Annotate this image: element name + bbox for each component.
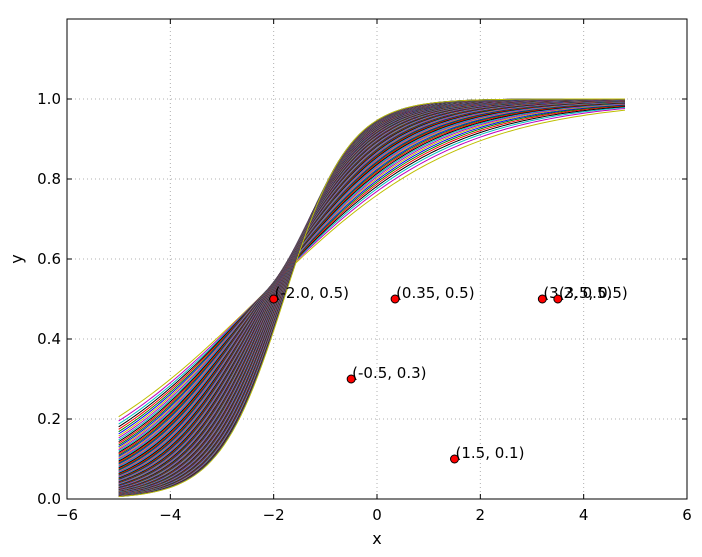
x-tick-label: −4 xyxy=(159,506,181,524)
data-point xyxy=(390,294,400,304)
x-tick-label: −6 xyxy=(56,506,78,524)
data-point xyxy=(269,294,279,304)
point-annotation: (1.5, 0.1) xyxy=(456,444,525,462)
curve-line xyxy=(118,102,626,441)
curve-line xyxy=(118,103,626,439)
data-point xyxy=(553,294,563,304)
axis-ticks: −6 −4 −2 0 2 4 6 0.0 0.2 0.4 0.6 0.8 1.0 xyxy=(37,19,692,524)
curve-line xyxy=(118,103,626,437)
point-annotation: (0.35, 0.5) xyxy=(396,284,475,302)
curve-line xyxy=(118,107,626,422)
point-annotation: (3.5, 0.5) xyxy=(559,284,628,302)
y-tick-label: 0.0 xyxy=(37,490,61,508)
curve-line xyxy=(118,105,626,430)
x-tick-label: 4 xyxy=(579,506,589,524)
y-tick-label: 0.2 xyxy=(37,410,61,428)
y-tick-label: 0.8 xyxy=(37,170,61,188)
data-point xyxy=(346,374,356,384)
data-points: (-2.0, 0.5) (0.35, 0.5) (3.2, 0.5)(3.5, 0.… xyxy=(269,284,628,464)
curve-line xyxy=(118,104,626,433)
curve-line xyxy=(118,98,625,498)
data-point xyxy=(537,294,547,304)
point-annotation: (-2.0, 0.5) xyxy=(275,284,349,302)
curve-line xyxy=(118,106,626,428)
y-tick-label: 0.6 xyxy=(37,250,61,268)
curve-line xyxy=(118,104,626,435)
y-tick-label: 1.0 xyxy=(37,90,61,108)
y-tick-label: 0.4 xyxy=(37,330,61,348)
x-tick-label: 0 xyxy=(372,506,382,524)
curve-line xyxy=(118,102,626,444)
curve-line xyxy=(118,101,626,448)
curve-series xyxy=(118,98,626,498)
x-tick-label: 6 xyxy=(682,506,692,524)
x-tick-label: 2 xyxy=(476,506,486,524)
curve-line xyxy=(118,106,626,425)
x-tick-label: −2 xyxy=(263,506,285,524)
x-axis-title: x xyxy=(372,529,381,548)
data-point xyxy=(450,454,459,464)
curve-line xyxy=(118,109,626,418)
point-annotation: (-0.5, 0.3) xyxy=(352,364,426,382)
y-axis-title: y xyxy=(7,254,26,263)
curve-line xyxy=(118,101,626,446)
curve-line xyxy=(118,102,626,443)
